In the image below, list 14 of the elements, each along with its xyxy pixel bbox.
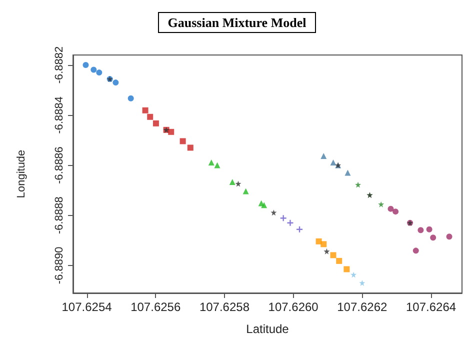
x-tick-label: 107.6258 [199, 300, 250, 314]
y-tick-label: -6.8890 [54, 246, 66, 284]
y-tick-label: -6.8886 [54, 146, 66, 184]
x-tick-label: 107.6262 [337, 300, 388, 314]
y-tick-label: -6.8888 [54, 196, 66, 234]
x-tick-label: 107.6256 [130, 300, 181, 314]
y-tick-label: -6.8882 [54, 46, 66, 84]
y-tick-label: -6.8884 [54, 96, 66, 134]
x-tick-label: 107.6254 [62, 300, 112, 314]
chart-title: Gaussian Mixture Model [168, 15, 307, 30]
x-tick-label: 107.6264 [406, 300, 456, 314]
y-axis-title: Longitude [16, 150, 28, 198]
x-tick-label: 107.6260 [268, 300, 319, 314]
x-axis-title: Latitude [246, 322, 290, 336]
